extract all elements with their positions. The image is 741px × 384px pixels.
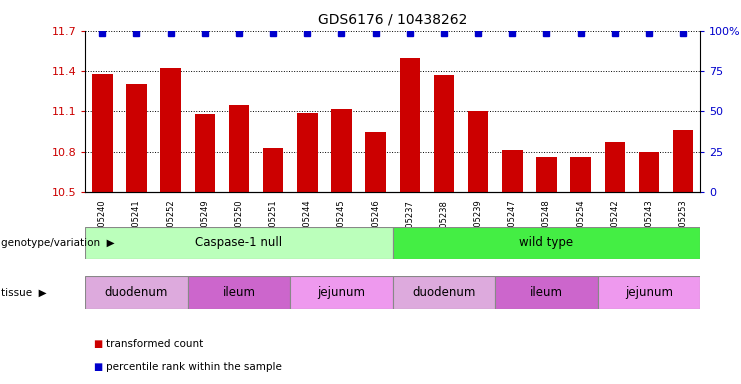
Text: ileum: ileum xyxy=(530,286,563,299)
Bar xyxy=(85,276,187,309)
Text: duodenum: duodenum xyxy=(104,286,168,299)
Bar xyxy=(433,75,454,192)
Bar xyxy=(468,111,488,192)
Bar xyxy=(639,152,659,192)
Text: jejunum: jejunum xyxy=(317,286,365,299)
Bar xyxy=(571,157,591,192)
Bar xyxy=(536,157,556,192)
Bar xyxy=(393,227,700,259)
Text: genotype/variation  ▶: genotype/variation ▶ xyxy=(1,238,115,248)
Bar xyxy=(393,276,495,309)
Bar xyxy=(126,84,147,192)
Bar xyxy=(399,58,420,192)
Bar xyxy=(290,276,393,309)
Text: ■: ■ xyxy=(93,362,102,372)
Bar xyxy=(605,142,625,192)
Bar xyxy=(85,227,393,259)
Text: ■: ■ xyxy=(93,339,102,349)
Text: percentile rank within the sample: percentile rank within the sample xyxy=(106,362,282,372)
Bar xyxy=(365,132,386,192)
Bar xyxy=(297,113,318,192)
Bar xyxy=(160,68,181,192)
Bar xyxy=(195,114,215,192)
Bar xyxy=(331,109,352,192)
Bar xyxy=(673,130,694,192)
Text: Caspase-1 null: Caspase-1 null xyxy=(196,237,282,249)
Text: wild type: wild type xyxy=(519,237,574,249)
Text: transformed count: transformed count xyxy=(106,339,203,349)
Text: duodenum: duodenum xyxy=(412,286,476,299)
Title: GDS6176 / 10438262: GDS6176 / 10438262 xyxy=(318,13,468,27)
Bar xyxy=(92,74,113,192)
Text: jejunum: jejunum xyxy=(625,286,673,299)
Bar xyxy=(263,148,283,192)
Text: tissue  ▶: tissue ▶ xyxy=(1,288,47,298)
Bar xyxy=(495,276,598,309)
Bar xyxy=(187,276,290,309)
Text: ileum: ileum xyxy=(222,286,256,299)
Bar xyxy=(598,276,700,309)
Bar xyxy=(229,105,249,192)
Bar xyxy=(502,151,522,192)
